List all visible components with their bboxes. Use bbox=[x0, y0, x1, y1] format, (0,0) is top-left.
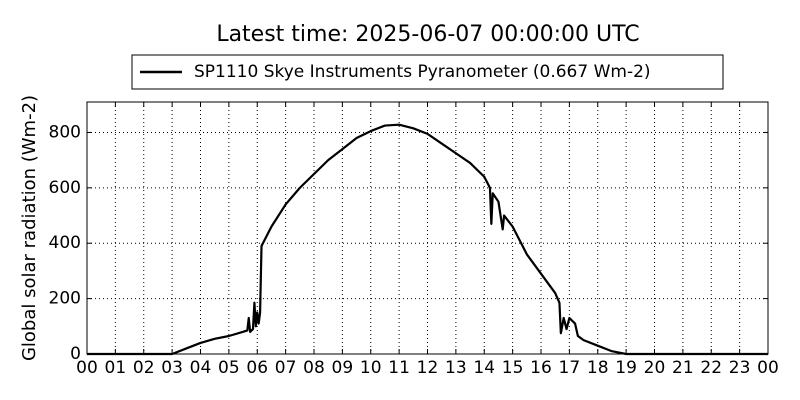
x-tick-label: 03 bbox=[161, 358, 183, 378]
x-tick-label: 02 bbox=[133, 358, 155, 378]
y-tick-label: 600 bbox=[49, 178, 81, 198]
plot-frame bbox=[86, 101, 769, 355]
x-tick-label: 14 bbox=[473, 358, 495, 378]
x-tick-label: 04 bbox=[190, 358, 212, 378]
x-tick-label: 10 bbox=[360, 358, 382, 378]
x-tick-label: 01 bbox=[105, 358, 127, 378]
x-tick-label: 20 bbox=[644, 358, 666, 378]
y-tick-label: 0 bbox=[70, 344, 81, 364]
x-tick-label: 13 bbox=[445, 358, 467, 378]
x-tick-label: 23 bbox=[729, 358, 751, 378]
data-line bbox=[87, 123, 768, 356]
x-tick-label: 17 bbox=[559, 358, 581, 378]
x-tick-label: 12 bbox=[417, 358, 439, 378]
legend-label: SP1110 Skye Instruments Pyranometer (0.6… bbox=[194, 62, 651, 82]
legend-box bbox=[131, 54, 724, 90]
x-tick-label: 00 bbox=[76, 358, 98, 378]
x-tick-label: 16 bbox=[530, 358, 552, 378]
x-tick-label: 18 bbox=[587, 358, 609, 378]
x-tick-label: 00 bbox=[757, 358, 779, 378]
x-tick-label: 19 bbox=[615, 358, 637, 378]
x-tick-label: 21 bbox=[672, 358, 694, 378]
x-tick-label: 08 bbox=[303, 358, 325, 378]
y-tick-label: 200 bbox=[49, 289, 81, 309]
x-tick-label: 22 bbox=[700, 358, 722, 378]
x-tick-label: 15 bbox=[502, 358, 524, 378]
x-tick-label: 06 bbox=[246, 358, 268, 378]
y-tick-label: 800 bbox=[49, 122, 81, 142]
y-axis-label: Global solar radiation (Wm-2) bbox=[19, 95, 40, 361]
chart-title: Latest time: 2025-06-07 00:00:00 UTC bbox=[216, 22, 639, 47]
x-tick-label: 05 bbox=[218, 358, 240, 378]
x-tick-label: 11 bbox=[388, 358, 410, 378]
y-tick-label: 400 bbox=[49, 233, 81, 253]
x-tick-label: 09 bbox=[332, 358, 354, 378]
x-tick-label: 07 bbox=[275, 358, 297, 378]
